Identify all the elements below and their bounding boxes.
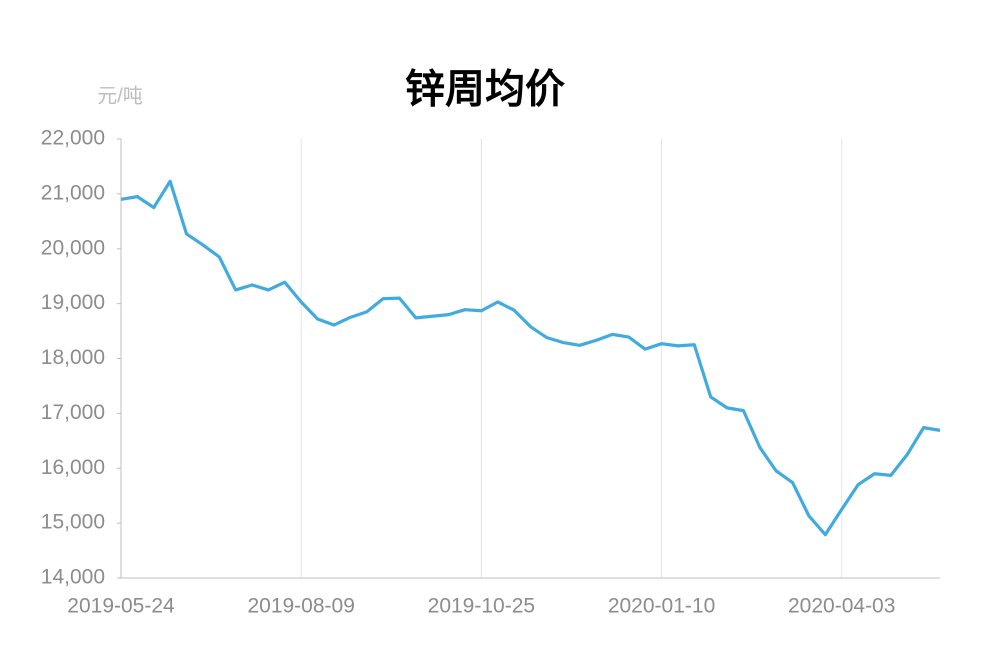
y-axis-unit: 元/吨 <box>97 84 143 107</box>
x-tick-label: 2019-08-09 <box>247 595 354 618</box>
line-series <box>120 179 941 537</box>
chart-title: 锌周均价 <box>405 68 565 112</box>
y-tick-label: 18,000 <box>41 346 105 369</box>
y-tick-label: 22,000 <box>41 127 105 150</box>
x-tick-label: 2019-05-24 <box>67 595 175 618</box>
y-tick-label: 21,000 <box>41 181 105 204</box>
y-tick-label: 20,000 <box>41 236 105 259</box>
y-tick-label: 15,000 <box>41 511 105 534</box>
x-tick-label: 2019-10-25 <box>428 595 535 618</box>
x-tick-label: 2020-04-03 <box>788 595 895 618</box>
x-tick-label: 2020-01-10 <box>608 595 715 618</box>
y-tick-label: 19,000 <box>41 291 105 314</box>
y-tick-label: 16,000 <box>41 456 105 479</box>
y-tick-label: 17,000 <box>41 401 105 424</box>
y-tick-label: 14,000 <box>41 566 105 589</box>
